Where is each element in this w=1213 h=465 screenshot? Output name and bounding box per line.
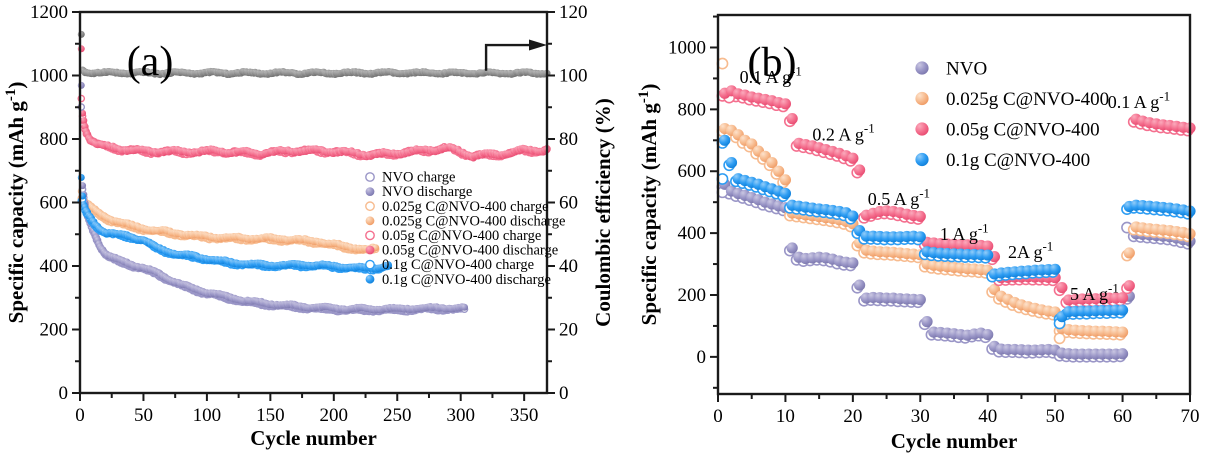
x-tick-label: 0 — [75, 405, 85, 426]
series-0-1g-c-nvo-400-discharge — [77, 174, 392, 273]
rate-annotation: 1 A g-1 — [940, 220, 989, 244]
y-tick-label: 0 — [697, 347, 707, 368]
y-right-tick-label: 40 — [559, 256, 578, 277]
panel-b-series — [716, 57, 1196, 363]
panel-a: 0 50 100 150 200 250 300 3500200400600800100012… — [3, 2, 615, 450]
legend-item-label: 0.05g C@NVO-400 — [946, 119, 1100, 140]
y-right-tick-label: 0 — [559, 383, 569, 404]
series-0-05g-c-nvo-400-discharge — [77, 45, 551, 162]
x-tick-label: 250 — [383, 405, 412, 426]
legend-item-label: 0.05g C@NVO-400 discharge — [382, 243, 558, 259]
panel-b: 0 10 20 30 40 50 60 70 0 200 400 600 800 1000 Specific… — [636, 13, 1200, 453]
y-tick-label: 600 — [678, 161, 707, 182]
panel-a-ylabel-right: Coulombic efficiency (%) — [591, 98, 615, 327]
x-tick-label: 300 — [446, 405, 475, 426]
y-right-tick-label: 80 — [559, 129, 578, 150]
series-0-025g-c-nvo-400-discharge — [77, 187, 380, 254]
panel-a-xlabel: Cycle number — [250, 426, 377, 450]
x-tick-label: 60 — [1113, 406, 1132, 427]
x-tick-label: 20 — [843, 406, 862, 427]
x-tick-label: 30 — [911, 406, 930, 427]
y-left-tick-label: 400 — [40, 256, 69, 277]
panel-b-ylabel: Specific capacity (mAh g-1) — [636, 84, 661, 326]
y-left-tick-label: 1200 — [30, 2, 68, 23]
x-tick-label: 200 — [320, 405, 349, 426]
legend-item-label: NVO charge — [382, 170, 455, 186]
x-tick-label: 100 — [193, 405, 222, 426]
x-tick-label: 50 — [1046, 406, 1065, 427]
legend-item-label: NVO discharge — [382, 184, 472, 200]
series-0-1g-c-nvo-400 — [716, 134, 1196, 330]
rate-annotation: 0.5 A g-1 — [868, 185, 930, 209]
y-right-tick-label: 20 — [559, 320, 578, 341]
y-right-tick-label: 100 — [559, 66, 588, 87]
legend-item-label: 0.025g C@NVO-400 discharge — [382, 213, 565, 229]
x-tick-label: 350 — [510, 405, 539, 426]
series-nvo-discharge — [77, 81, 469, 314]
panel-a-ylabel-left: Specific capacity (mAh g-1) — [3, 82, 28, 324]
y-right-tick-label: 120 — [559, 2, 588, 23]
legend-item-label: NVO — [946, 58, 987, 79]
panel-a-letter: (a) — [127, 39, 174, 85]
series-coulombic-efficiency — [77, 30, 551, 79]
legend-item-label: 0.1g C@NVO-400 — [946, 150, 1090, 171]
y-left-tick-label: 1000 — [30, 66, 68, 87]
panel-a-series — [77, 30, 551, 316]
rate-annotation: 2A g-1 — [1008, 238, 1053, 262]
series-nvo — [716, 178, 1196, 363]
legend-item-label: 0.05g C@NVO-400 charge — [382, 228, 541, 244]
legend-item-label: 0.1g C@NVO-400 discharge — [382, 272, 551, 288]
y-tick-label: 1000 — [668, 37, 706, 58]
efficiency-axis-arrow — [484, 39, 547, 71]
x-tick-label: 10 — [776, 406, 795, 427]
x-tick-label: 70 — [1181, 406, 1200, 427]
y-right-tick-label: 60 — [559, 193, 578, 214]
panel-b-xlabel: Cycle number — [891, 429, 1018, 453]
y-left-tick-label: 0 — [59, 383, 69, 404]
y-tick-label: 400 — [678, 223, 707, 244]
y-left-tick-label: 600 — [40, 193, 69, 214]
legend-item-label: 0.025g C@NVO-400 charge — [382, 199, 549, 215]
y-tick-label: 200 — [678, 285, 707, 306]
panel-b-axes: 0 10 20 30 40 50 60 70 0 200 400 600 800 1000 — [668, 13, 1200, 427]
x-tick-label: 50 — [134, 405, 153, 426]
rate-annotation: 0.1 A g-1 — [1108, 89, 1170, 113]
legend-item-label: 0.025g C@NVO-400 — [946, 89, 1109, 110]
panel-a-axes: 0 50 100 150 200 250 300 3500200400600800100012… — [30, 2, 588, 426]
rate-annotation: 0.2 A g-1 — [812, 121, 874, 145]
y-left-tick-label: 200 — [40, 320, 69, 341]
y-tick-label: 800 — [678, 99, 707, 120]
x-tick-label: 40 — [978, 406, 997, 427]
rate-annotation: 0.1 A g-1 — [740, 64, 802, 88]
panel-b-legend: NVO 0.025g C@NVO-400 0.05g C@NVO-400 0.1g C… — [915, 58, 1109, 171]
y-left-tick-label: 800 — [40, 129, 69, 150]
rate-annotation: 5 A g-1 — [1070, 280, 1119, 304]
x-tick-label: 150 — [256, 405, 285, 426]
x-tick-label: 0 — [713, 406, 723, 427]
rate-annotations: 0.1 A g-1 0.2 A g-1 0.5 A g-1 1 A g-1 2A g-1… — [740, 64, 1171, 304]
panel-b-letter: (b) — [748, 40, 797, 86]
legend-item-label: 0.1g C@NVO-400 charge — [382, 257, 534, 273]
